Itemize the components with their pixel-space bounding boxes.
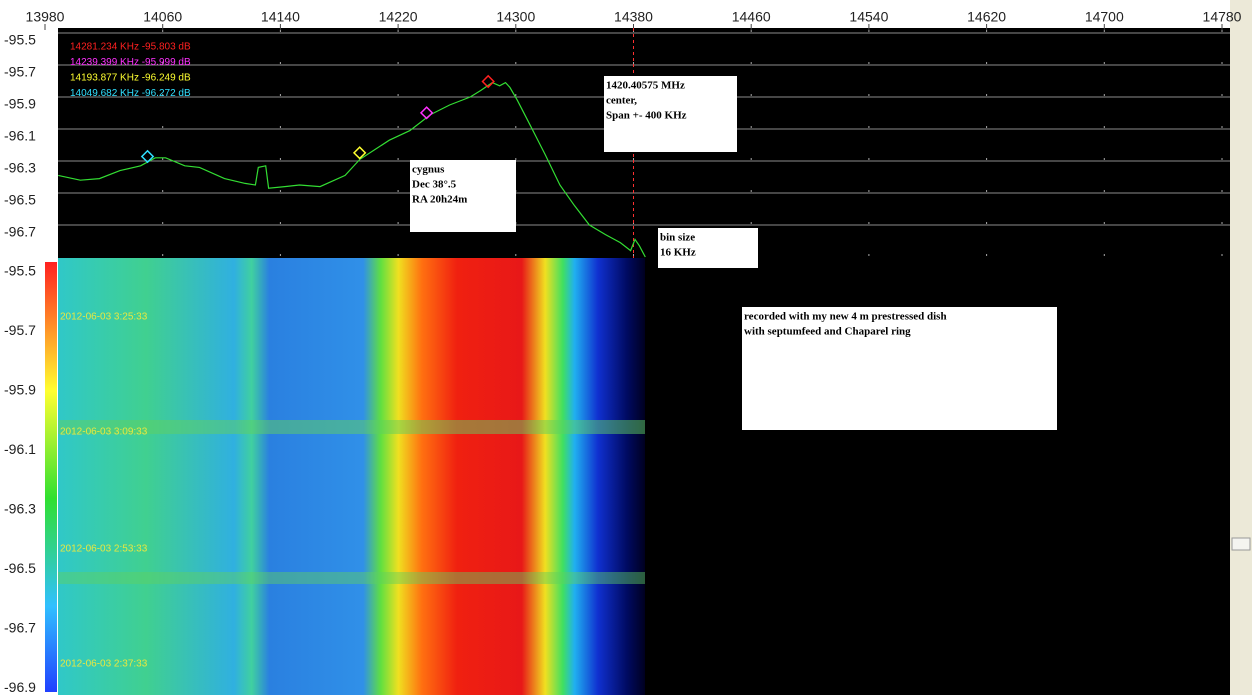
y-tick-label: -95.5 bbox=[4, 32, 36, 48]
x-tick-label: 14220 bbox=[379, 9, 418, 25]
x-tick-label: 14700 bbox=[1085, 9, 1124, 25]
x-tick-label: 14460 bbox=[732, 9, 771, 25]
waterfall bbox=[58, 258, 645, 695]
color-scale bbox=[45, 262, 57, 692]
annotation-box bbox=[410, 160, 516, 232]
annotation-text: RA 20h24m bbox=[412, 194, 467, 206]
waterfall-band bbox=[58, 420, 645, 434]
annotation-text: with septumfeed and Chaparel ring bbox=[744, 326, 911, 338]
annotation-text: Span +- 400 KHz bbox=[606, 110, 687, 122]
marker-label: 14049.682 KHz -96.272 dB bbox=[70, 88, 191, 99]
spectrum-line bbox=[58, 81, 646, 258]
waterfall-scale-label: -95.7 bbox=[4, 322, 36, 338]
annotation-text: Dec 38°.5 bbox=[412, 179, 457, 191]
timestamp: 2012-06-03 2:37:33 bbox=[60, 659, 148, 670]
x-tick-label: 13980 bbox=[26, 9, 65, 25]
waterfall-scale-label: -96.9 bbox=[4, 679, 36, 695]
annotation-box bbox=[658, 228, 758, 268]
annotation-box bbox=[604, 76, 737, 152]
y-tick-label: -95.7 bbox=[4, 64, 36, 80]
scroll-thumb[interactable] bbox=[1231, 537, 1251, 551]
x-tick-label: 14540 bbox=[849, 9, 888, 25]
timestamp: 2012-06-03 3:25:33 bbox=[60, 312, 148, 323]
marker bbox=[140, 149, 155, 164]
scrollbar[interactable] bbox=[1230, 0, 1252, 695]
annotation-text: cygnus bbox=[412, 164, 445, 176]
x-tick-label: 14620 bbox=[967, 9, 1006, 25]
x-tick-label: 14140 bbox=[261, 9, 300, 25]
annotation-text: center, bbox=[606, 95, 637, 107]
waterfall-scale-label: -96.7 bbox=[4, 620, 36, 636]
y-tick-label: -96.7 bbox=[4, 224, 36, 240]
marker-label: 14239.399 KHz -95.999 dB bbox=[70, 57, 191, 68]
waterfall-scale-label: -96.1 bbox=[4, 441, 36, 457]
x-tick-label: 14780 bbox=[1203, 9, 1242, 25]
chart: 13980 14060 14140 14220 14300 14380 14460 14540… bbox=[4, 9, 1242, 695]
x-tick-label: 14380 bbox=[614, 9, 653, 25]
marker bbox=[352, 146, 367, 160]
annotation-text: recorded with my new 4 m prestressed dis… bbox=[744, 311, 947, 323]
y-tick-label: -95.9 bbox=[4, 96, 36, 112]
waterfall-scale-label: -95.5 bbox=[4, 263, 36, 279]
x-tick-label: 14300 bbox=[496, 9, 535, 25]
y-tick-label: -96.1 bbox=[4, 128, 36, 144]
marker bbox=[481, 74, 495, 89]
timestamp: 2012-06-03 2:53:33 bbox=[60, 544, 148, 555]
y-tick-label: -96.5 bbox=[4, 192, 36, 208]
waterfall-scale-label: -96.3 bbox=[4, 501, 36, 517]
marker bbox=[419, 106, 434, 120]
marker-label: 14281.234 KHz -95.803 dB bbox=[70, 42, 191, 53]
y-tick-label: -96.3 bbox=[4, 160, 36, 176]
annotation-box bbox=[742, 307, 1057, 430]
timestamp: 2012-06-03 3:09:33 bbox=[60, 427, 148, 438]
waterfall-band bbox=[58, 572, 645, 584]
x-tick-label: 14060 bbox=[143, 9, 182, 25]
annotation-text: bin size bbox=[660, 232, 695, 244]
marker-label: 14193.877 KHz -96.249 dB bbox=[70, 73, 191, 84]
waterfall-scale-label: -96.5 bbox=[4, 560, 36, 576]
annotation-text: 1420.40575 MHz bbox=[606, 80, 685, 92]
waterfall-scale-label: -95.9 bbox=[4, 382, 36, 398]
annotation-text: 16 KHz bbox=[660, 247, 696, 259]
